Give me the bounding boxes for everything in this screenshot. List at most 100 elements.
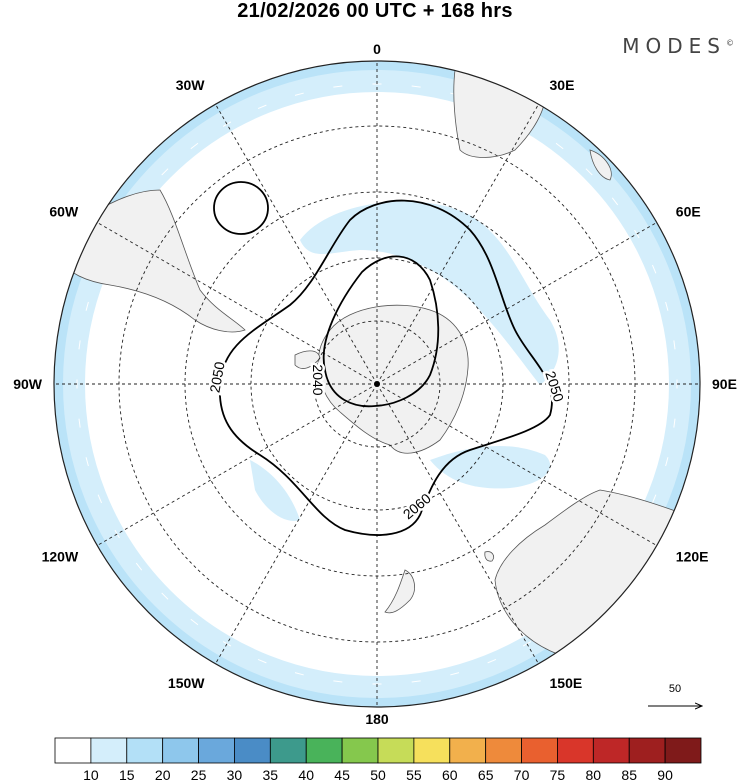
wind-arrow-icon	[450, 672, 460, 676]
colorbar: 10 15 20 25 30 35 40 45 50 55 60 65 70 75 80 85 90	[54, 737, 702, 782]
graticule	[54, 61, 700, 707]
map-border	[53, 60, 701, 708]
colorbar-tick-label: 35	[263, 767, 279, 782]
reference-vector: 50	[648, 683, 702, 706]
lon-0-label: 0	[373, 41, 381, 57]
wind-arrow-icon	[673, 340, 676, 350]
colorbar-swatch	[664, 737, 702, 764]
lon-30e-label: 30E	[550, 77, 575, 93]
copyright-mark: ©	[726, 38, 734, 48]
wind-arrow-icon	[651, 264, 657, 274]
lon-30w-label: 30W	[176, 77, 206, 93]
wind-arrow-icon	[665, 457, 669, 467]
colorbar-tick-label: 75	[550, 767, 566, 782]
wind-arrow-icon	[257, 658, 267, 664]
colorbar-tick-label: 55	[406, 767, 422, 782]
lon-150e-label: 150E	[550, 675, 583, 691]
colorbar-swatch	[305, 737, 343, 764]
contour-low-closed	[213, 181, 269, 235]
wind-arrow-icon	[411, 85, 421, 88]
brand-text: MODES	[622, 34, 726, 58]
colorbar-tick-label: 85	[621, 767, 637, 782]
madagascar	[589, 149, 612, 181]
wind-arrow-icon	[294, 92, 304, 96]
wind-arrow-icon	[257, 104, 267, 110]
colorbar-tick-label: 50	[370, 767, 386, 782]
tasmania	[484, 551, 494, 562]
wind-arrow-icon	[651, 494, 657, 504]
reference-vector-value: 50	[669, 683, 681, 695]
wind-arrow-icon	[294, 672, 304, 676]
wind-arrow-icon	[333, 680, 343, 683]
colorbar-tick-label: 90	[657, 767, 673, 782]
wind-arrow-icon	[487, 658, 497, 664]
colorbar-tick-label: 15	[119, 767, 135, 782]
colorbar-swatch	[628, 737, 666, 764]
colorbar-swatch	[54, 737, 92, 764]
longitude-labels: 0 30E 60E 90E 120E 150E 180 150W 120W 90W 60W 30W	[13, 41, 737, 727]
contour-2050-2060	[218, 199, 553, 536]
brand-logo: MODES©	[622, 34, 734, 58]
antarctica	[317, 304, 469, 454]
wind-arrow-icon	[85, 457, 89, 467]
lon-180-label: 180	[365, 711, 389, 727]
geopotential-contours	[213, 181, 553, 536]
new-zealand	[384, 569, 415, 614]
lon-90e-label: 90E	[712, 376, 737, 392]
wind-arrow-icon	[411, 680, 421, 683]
colorbar-swatch	[485, 737, 522, 764]
wind-arrow-icon	[611, 197, 619, 206]
lon-60e-label: 60E	[676, 204, 701, 220]
colorbar-swatch	[449, 737, 487, 764]
wind-arrow-icon	[585, 168, 593, 176]
south-pole-marker	[374, 381, 380, 387]
wind-arrow-icon	[78, 418, 81, 428]
wind-arrow-icon	[161, 592, 169, 600]
colorbar-tick-label: 20	[155, 767, 171, 782]
colorbar-tick-label: 80	[586, 767, 602, 782]
contour-2040	[322, 255, 440, 408]
colorbar-swatch	[162, 737, 199, 764]
wind-arrow-icon	[555, 142, 564, 150]
jet-streak-east	[430, 445, 551, 489]
colorbar-swatch	[413, 737, 451, 764]
landmasses	[59, 65, 700, 661]
wind-arrow-icon	[665, 301, 669, 311]
colorbar-tick-label: 40	[298, 767, 314, 782]
colorbar-tick-label: 65	[478, 767, 494, 782]
colorbar-swatch	[198, 737, 235, 764]
south-america	[59, 189, 246, 333]
lon-120e-label: 120E	[676, 549, 709, 565]
colorbar-swatch	[521, 737, 558, 764]
colorbar-swatch	[341, 737, 379, 764]
colorbar-swatch	[126, 737, 164, 764]
lon-150w-label: 150W	[168, 675, 205, 691]
lon-120w-label: 120W	[42, 549, 79, 565]
lon-60w-label: 60W	[49, 204, 79, 220]
colorbar-swatch	[592, 737, 630, 764]
colorbar-swatch	[234, 737, 271, 764]
colorbar-tick-label: 25	[191, 767, 207, 782]
wind-arrow-icon	[333, 85, 343, 88]
colorbar-swatch	[557, 737, 594, 764]
wind-arrow-icon	[190, 618, 199, 626]
colorbar-tick-label: 70	[514, 767, 530, 782]
colorbar-swatch	[90, 737, 128, 764]
wind-arrow-icon	[161, 168, 169, 176]
colorbar-tick-label: 10	[83, 767, 99, 782]
colorbar-tick-label: 60	[442, 767, 458, 782]
inner-jet-band	[300, 201, 559, 385]
colorbar-tick-label: 30	[227, 767, 243, 782]
jet-streak-southwest	[250, 460, 300, 521]
colorbar-swatch	[269, 737, 307, 764]
map-title: 21/02/2026 00 UTC + 168 hrs	[237, 0, 513, 22]
wind-arrow-icon	[190, 142, 199, 150]
wind-arrow-icon	[78, 340, 81, 350]
wind-arrow-icon	[135, 562, 143, 571]
wind-arrow-icon	[673, 418, 676, 428]
colorbar-swatch	[377, 737, 415, 764]
wind-arrow-icon	[85, 301, 89, 311]
contour-label-2040: 2040	[310, 364, 326, 395]
lon-90w-label: 90W	[13, 376, 43, 392]
